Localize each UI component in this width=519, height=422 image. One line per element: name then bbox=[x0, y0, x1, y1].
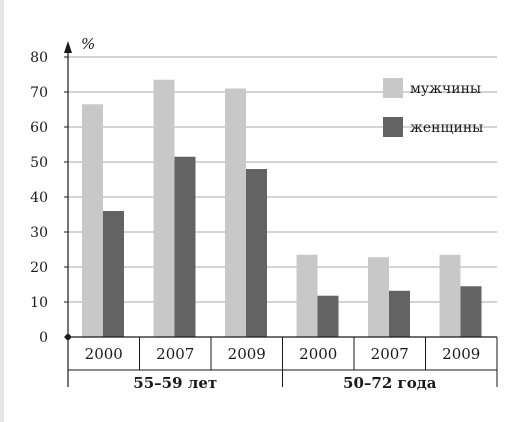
y-tick-label: 30 bbox=[30, 225, 48, 241]
x-category-label: 2009 bbox=[442, 345, 480, 363]
bar-women bbox=[174, 156, 196, 337]
y-tick-label: 0 bbox=[39, 330, 48, 346]
x-category-label: 2009 bbox=[228, 345, 266, 363]
bar-women bbox=[389, 290, 410, 337]
legend-swatch-women bbox=[383, 117, 403, 137]
left-border-rule bbox=[0, 0, 4, 422]
legend-label-men: мужчины bbox=[410, 81, 481, 97]
bar-men bbox=[439, 254, 461, 337]
bar-men bbox=[225, 88, 246, 337]
bar-women bbox=[103, 211, 124, 337]
y-tick-label: 70 bbox=[30, 85, 48, 101]
y-tick-label: 80 bbox=[30, 50, 48, 66]
y-axis-unit-label: % bbox=[81, 35, 95, 53]
x-category-label: 2007 bbox=[371, 345, 409, 363]
y-axis-arrow-icon bbox=[64, 41, 72, 53]
group-label: 50–72 года bbox=[343, 374, 437, 392]
origin-dot bbox=[65, 334, 71, 340]
x-category-label: 2000 bbox=[85, 345, 123, 363]
bar-men bbox=[296, 254, 318, 337]
x-category-label: 2007 bbox=[156, 345, 194, 363]
x-category-label: 2000 bbox=[299, 345, 337, 363]
y-tick-label: 60 bbox=[30, 120, 48, 136]
y-tick-label: 20 bbox=[30, 260, 48, 276]
bar-men bbox=[153, 79, 175, 337]
y-tick-label: 40 bbox=[30, 190, 48, 206]
legend-label-women: женщины bbox=[410, 120, 483, 136]
bar-men bbox=[82, 104, 103, 337]
group-label: 55–59 лет bbox=[133, 374, 217, 392]
bar-women bbox=[460, 286, 482, 337]
bar-men bbox=[368, 257, 389, 337]
y-tick-label: 50 bbox=[30, 155, 48, 171]
bar-women bbox=[246, 169, 267, 337]
y-tick-label: 10 bbox=[30, 295, 48, 311]
legend-swatch-men bbox=[383, 78, 403, 98]
bar-women bbox=[317, 295, 339, 337]
